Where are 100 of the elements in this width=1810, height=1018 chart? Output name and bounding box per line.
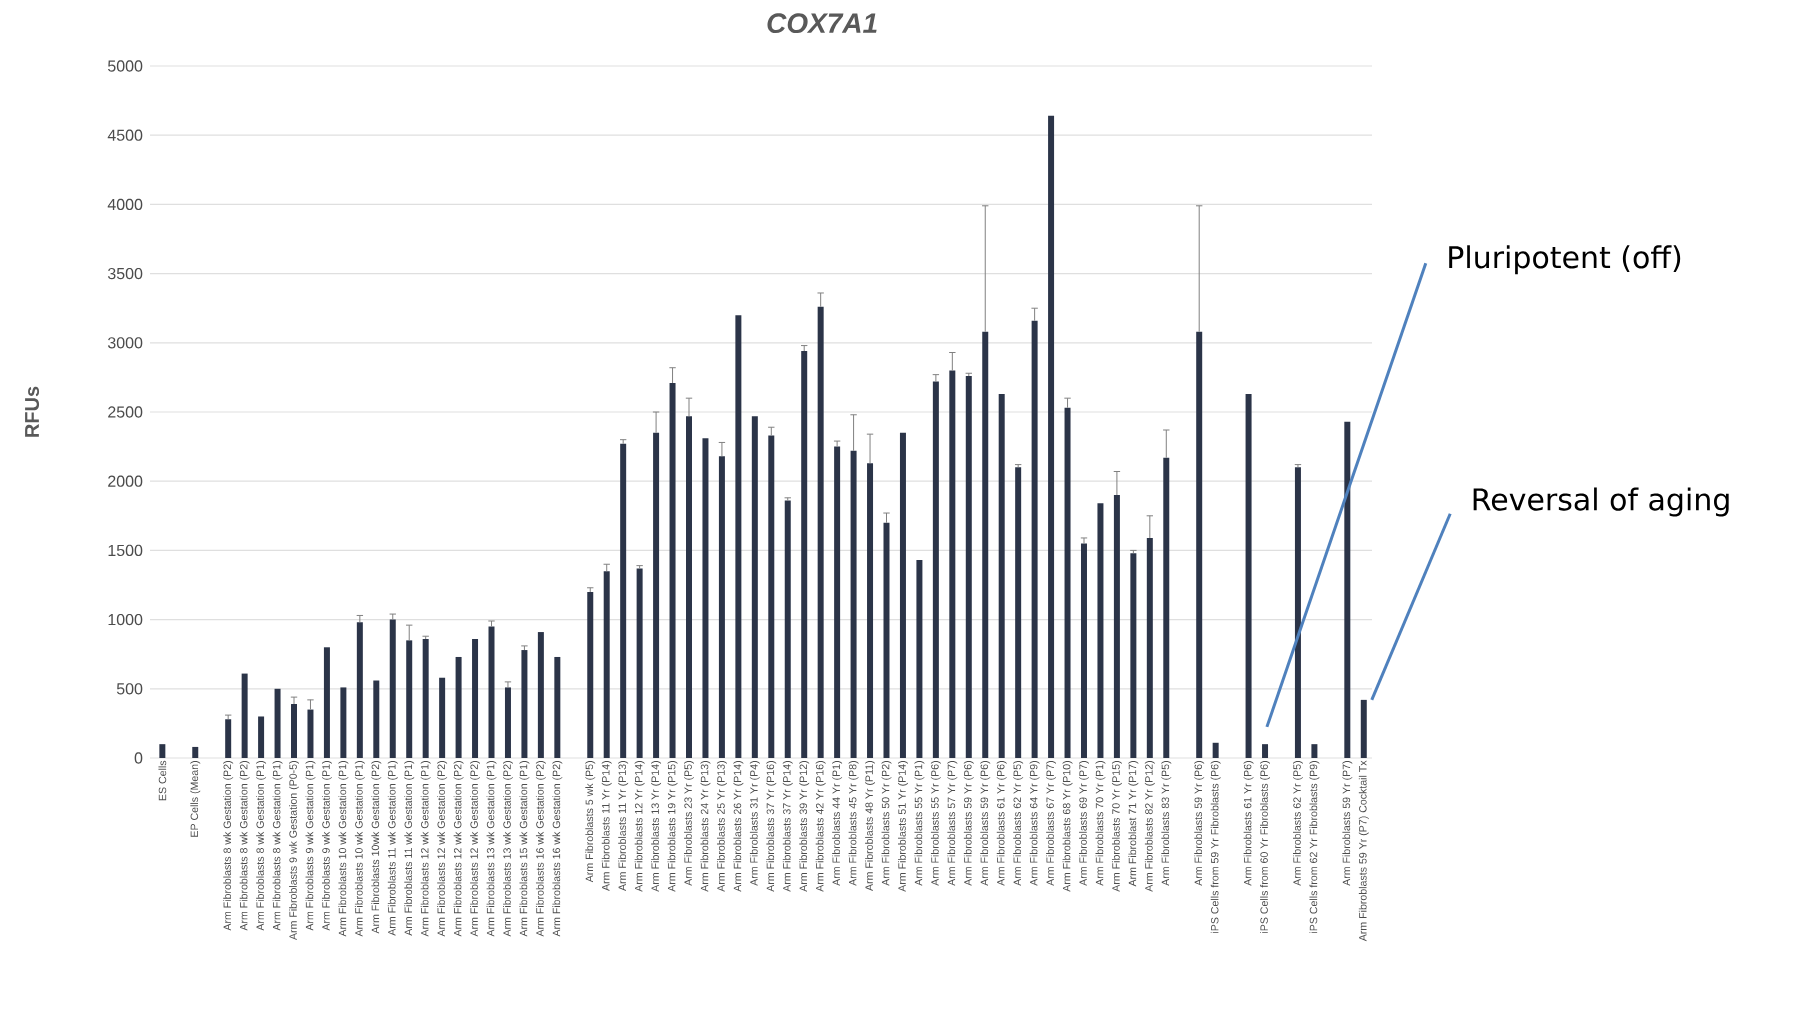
bar	[192, 746, 199, 758]
bar	[883, 522, 890, 758]
x-tick-label: Arm Fibroblasts 12 wk Gestation (P2)	[437, 761, 448, 937]
x-tick-label: Arm Fibroblasts 5 wk (P5)	[585, 761, 596, 883]
x-tick-label: Arm Fibroblasts 12 wk Gestation (P2)	[453, 761, 464, 937]
x-tick-label: ES Cells	[158, 760, 167, 801]
bar	[1262, 744, 1269, 758]
x-tick-label: Arm Fibroblasts 48 Yr (P11)	[865, 761, 875, 891]
bar	[867, 463, 874, 758]
bar	[1294, 467, 1301, 758]
bar	[1344, 421, 1351, 758]
x-tick-label: Arm Fibroblasts 8 wk Gestation (P2)	[239, 761, 250, 931]
annotation: Reversal of aging	[1473, 487, 1729, 517]
bar	[998, 394, 1005, 758]
bar	[439, 677, 446, 758]
bar	[1245, 394, 1252, 758]
x-tick-label: Arm Fibroblasts 55 Yr (P1)	[914, 761, 925, 886]
bar	[159, 744, 166, 758]
bar	[949, 370, 956, 758]
x-tick-label: Arm Fibroblasts 39 Yr (P12)	[799, 761, 810, 892]
x-tick-label: Arm Fibroblast 71 Yr (P17)	[1128, 761, 1139, 887]
x-tick-label: Arm Fibroblasts 11 Yr (P14)	[601, 761, 612, 891]
bar	[1196, 331, 1203, 758]
x-tick-label: Arm Fibroblasts 67 Yr (P7)	[1046, 761, 1057, 886]
bar	[340, 687, 347, 758]
x-tick-label: Arm Fibroblasts 50 Yr (P2)	[881, 761, 892, 886]
bar	[274, 688, 281, 758]
bar	[603, 571, 610, 758]
bar	[258, 716, 265, 758]
bar	[1064, 407, 1071, 758]
bar	[587, 591, 594, 758]
bar	[307, 709, 314, 758]
bar	[932, 381, 939, 758]
bar	[225, 719, 232, 758]
x-tick-label: Arm Fibroblasts 12 wk Gestation (P2)	[470, 761, 480, 937]
bar	[982, 331, 989, 758]
bar	[850, 450, 857, 758]
x-tick-label: Arm Fibroblasts 24 Yr (P13)	[700, 761, 711, 892]
x-tick-label: Arm Fibroblasts 12 Yr (P14)	[634, 761, 645, 892]
x-tick-label: Arm Fibroblasts 8 wk Gestation (P1)	[272, 761, 283, 931]
bar	[718, 456, 725, 758]
y-tick-label: 0	[134, 752, 143, 764]
x-tick-label: Arm Fibroblasts 26 Yr (P14)	[733, 761, 744, 892]
x-tick-label: Arm Fibroblasts 82 Yr (P12)	[1144, 761, 1155, 892]
x-tick-label: Arm Fibroblasts 59 Yr (P6)	[1194, 761, 1205, 886]
x-tick-label: Arm Fibroblasts 44 Yr (P1)	[832, 761, 843, 886]
y-tick-label: 500	[116, 683, 143, 695]
x-tick-label: Arm Fibroblasts 19 Yr (P15)	[667, 761, 678, 892]
bar	[751, 416, 758, 758]
bar	[422, 638, 429, 758]
x-tick-label: Arm Fibroblasts 59 Yr (P6)	[963, 761, 974, 886]
bar	[1146, 537, 1153, 758]
x-tick-label: Arm Fibroblasts 13 wk Gestation (P2)	[503, 761, 513, 937]
bar	[1097, 503, 1104, 758]
bar	[686, 416, 692, 758]
x-tick-label: Arm Fibroblasts 59 Yr (P7)	[1342, 761, 1353, 886]
x-tick-label: Arm Fibroblasts 57 Yr (P7)	[947, 761, 958, 886]
x-tick-label: Arm Fibroblasts 45 Yr (P8)	[848, 761, 859, 886]
bar	[768, 435, 775, 758]
y-tick-label: 2000	[108, 475, 143, 487]
text: Pluripotent (off)	[1449, 245, 1681, 275]
x-tick-label: iPS Cells from 62 Yr Fibroblasts (P9)	[1309, 761, 1320, 933]
y-tick-label: 4500	[107, 129, 143, 141]
bar	[373, 680, 380, 758]
x-tick-label: Arm Fibroblasts 64 Yr (P9)	[1029, 761, 1040, 886]
x-tick-label: EP Cells (Mean)	[190, 761, 201, 837]
bar	[965, 376, 972, 758]
bar	[1163, 457, 1170, 758]
x-tick-label: Arm Fibroblasts 59 Yr (P6)	[980, 761, 991, 886]
bar	[406, 640, 413, 758]
bar	[916, 560, 923, 758]
bar	[636, 568, 643, 758]
bar	[834, 446, 841, 758]
x-tick-label: Arm Fibroblasts 70 Yr (P15)	[1111, 761, 1122, 892]
bar	[1360, 699, 1367, 758]
bar	[1048, 115, 1055, 758]
bar	[653, 432, 660, 758]
x-tick-label: Arm Fibroblasts 9 wk Gestation (P1)	[321, 761, 332, 931]
chart-title: COX7A1	[767, 13, 877, 34]
x-tick-label: Arm Fibroblasts 62 Yr (P5)	[1013, 761, 1024, 886]
x-tick-label: Arm Fibroblasts 10wk Gestation (P2)	[371, 761, 382, 934]
x-tick-label: Arm Fibroblasts 42 Yr (P16)	[815, 761, 826, 892]
x-tick-label: Arm Fibroblasts 62 Yr (P5)	[1293, 761, 1303, 886]
bar	[1311, 744, 1318, 758]
bar	[455, 656, 462, 758]
x-tick-label: Arm Fibroblasts 9 wk Gestation (P1)	[305, 761, 316, 931]
bar	[735, 315, 742, 758]
x-tick-label: Arm Fibroblasts 68 Yr (P10)	[1062, 761, 1073, 892]
y-tick-label: 1000	[108, 613, 143, 626]
y-tick-label: 3000	[107, 337, 143, 349]
x-tick-label: Arm Fibroblasts 70 Yr (P1)	[1095, 761, 1106, 886]
x-tick-label: Arm Fibroblasts 69 Yr (P7)	[1079, 761, 1089, 886]
bar	[537, 632, 544, 758]
x-tick-label: Arm Fibroblasts 9 wk Gestation (P0-5)	[289, 761, 299, 941]
x-tick-label: Arm Fibroblasts 13 Yr (P14)	[651, 761, 662, 892]
y-tick-label: 4000	[107, 198, 143, 211]
y-tick-label: 5000	[107, 60, 143, 72]
x-tick-label: Arm Fibroblasts 8 wk Gestation (P1)	[256, 761, 267, 931]
bar	[472, 638, 479, 758]
bar	[1130, 553, 1137, 758]
